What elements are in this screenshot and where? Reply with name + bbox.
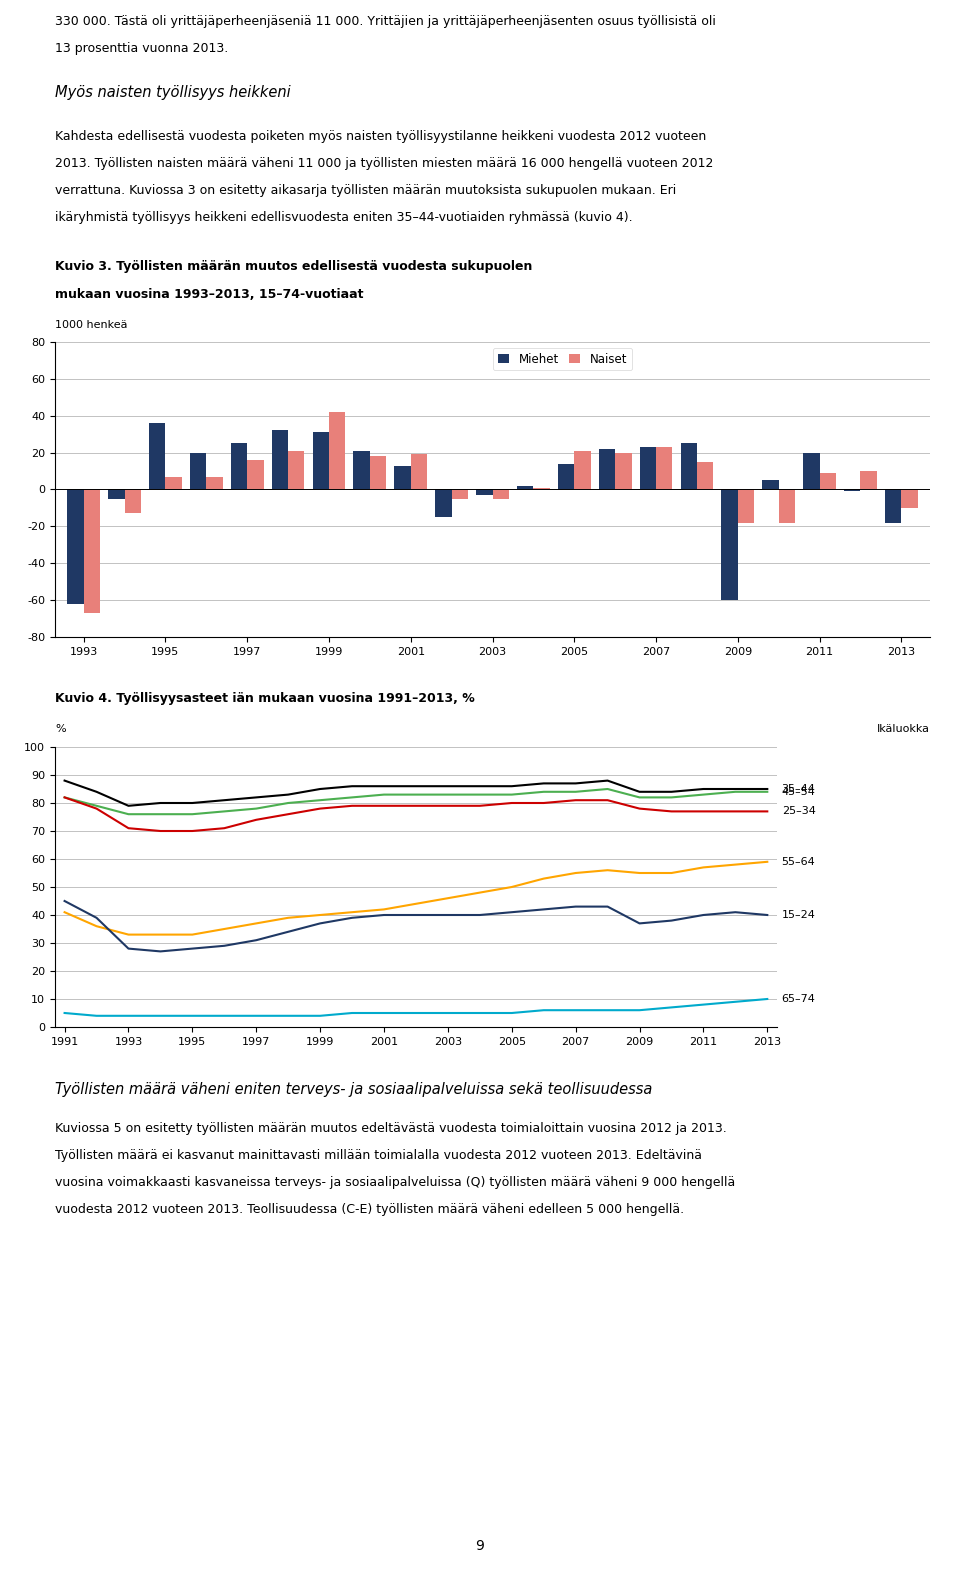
Bar (697, 462, 713, 489)
Bar (206, 476, 223, 489)
Text: vuosina voimakkaasti kasvaneissa terveys- ja sosiaalipalveluissa (Q) työllisten : vuosina voimakkaasti kasvaneissa terveys… (55, 1176, 735, 1188)
Bar (558, 464, 574, 489)
Bar (395, 465, 411, 489)
Bar (108, 489, 125, 498)
Bar (84, 489, 100, 613)
Bar (820, 473, 836, 489)
Bar (476, 489, 492, 495)
Text: 55–64: 55–64 (781, 857, 815, 866)
Text: %: % (55, 725, 65, 734)
Bar (353, 451, 370, 489)
Bar (230, 443, 247, 489)
Bar (492, 489, 509, 498)
Bar (885, 489, 901, 522)
Bar (722, 489, 738, 601)
Text: 45–54: 45–54 (781, 788, 816, 797)
Bar (411, 454, 427, 489)
Text: 35–44: 35–44 (781, 784, 816, 794)
Text: 25–34: 25–34 (781, 806, 816, 816)
Bar (534, 487, 550, 489)
Bar (165, 476, 181, 489)
Text: Työllisten määrä väheni eniten terveys- ja sosiaalipalveluissa sekä teollisuudes: Työllisten määrä väheni eniten terveys- … (55, 1082, 653, 1097)
Text: Kuvio 4. Työllisyysasteet iän mukaan vuosina 1991–2013, %: Kuvio 4. Työllisyysasteet iän mukaan vuo… (55, 692, 475, 704)
Bar (517, 486, 534, 489)
Text: verrattuna. Kuviossa 3 on esitetty aikasarja työllisten määrän muutoksista sukup: verrattuna. Kuviossa 3 on esitetty aikas… (55, 184, 676, 196)
Bar (370, 456, 386, 489)
Bar (272, 431, 288, 489)
Bar (435, 489, 451, 517)
Bar (901, 489, 918, 508)
Text: 9: 9 (475, 1539, 485, 1553)
Text: Myös naisten työllisyys heikkeni: Myös naisten työllisyys heikkeni (55, 85, 291, 101)
Bar (125, 489, 141, 514)
Text: 15–24: 15–24 (781, 910, 816, 920)
Bar (615, 453, 632, 489)
Bar (451, 489, 468, 498)
Bar (779, 489, 795, 522)
Bar (599, 450, 615, 489)
Bar (860, 472, 876, 489)
Text: 330 000. Tästä oli yrittäjäperheenjäseniä 11 000. Yrittäjien ja yrittäjäperheenj: 330 000. Tästä oli yrittäjäperheenjäseni… (55, 16, 716, 28)
Text: Ikäluokka: Ikäluokka (877, 725, 930, 734)
Bar (149, 423, 165, 489)
Text: 13 prosenttia vuonna 2013.: 13 prosenttia vuonna 2013. (55, 42, 228, 55)
Text: 2013. Työllisten naisten määrä väheni 11 000 ja työllisten miesten määrä 16 000 : 2013. Työllisten naisten määrä väheni 11… (55, 157, 713, 170)
Bar (844, 489, 860, 492)
Bar (762, 481, 779, 489)
Bar (656, 446, 672, 489)
Text: Työllisten määrä ei kasvanut mainittavasti millään toimialalla vuodesta 2012 vuo: Työllisten määrä ei kasvanut mainittavas… (55, 1149, 702, 1162)
Bar (639, 446, 656, 489)
Bar (190, 453, 206, 489)
Bar (329, 412, 346, 489)
Text: Kuvio 3. Työllisten määrän muutos edellisestä vuodesta sukupuolen: Kuvio 3. Työllisten määrän muutos edelli… (55, 259, 533, 274)
Bar (67, 489, 84, 604)
Text: mukaan vuosina 1993–2013, 15–74-vuotiaat: mukaan vuosina 1993–2013, 15–74-vuotiaat (55, 288, 364, 300)
Text: 65–74: 65–74 (781, 994, 816, 1005)
Bar (738, 489, 755, 522)
Text: vuodesta 2012 vuoteen 2013. Teollisuudessa (C-E) työllisten määrä väheni edellee: vuodesta 2012 vuoteen 2013. Teollisuudes… (55, 1203, 684, 1217)
Bar (804, 453, 820, 489)
Legend: Miehet, Naiset: Miehet, Naiset (492, 347, 632, 371)
Bar (288, 451, 304, 489)
Text: Kahdesta edellisestä vuodesta poiketen myös naisten työllisyystilanne heikkeni v: Kahdesta edellisestä vuodesta poiketen m… (55, 130, 707, 143)
Bar (574, 451, 590, 489)
Text: 1000 henkeä: 1000 henkeä (55, 321, 128, 330)
Text: ikäryhmistä työllisyys heikkeni edellisvuodesta eniten 35–44-vuotiaiden ryhmässä: ikäryhmistä työllisyys heikkeni edellisv… (55, 211, 633, 223)
Text: Kuviossa 5 on esitetty työllisten määrän muutos edeltävästä vuodesta toimialoitt: Kuviossa 5 on esitetty työllisten määrän… (55, 1122, 727, 1135)
Bar (681, 443, 697, 489)
Bar (247, 461, 264, 489)
Bar (313, 432, 329, 489)
